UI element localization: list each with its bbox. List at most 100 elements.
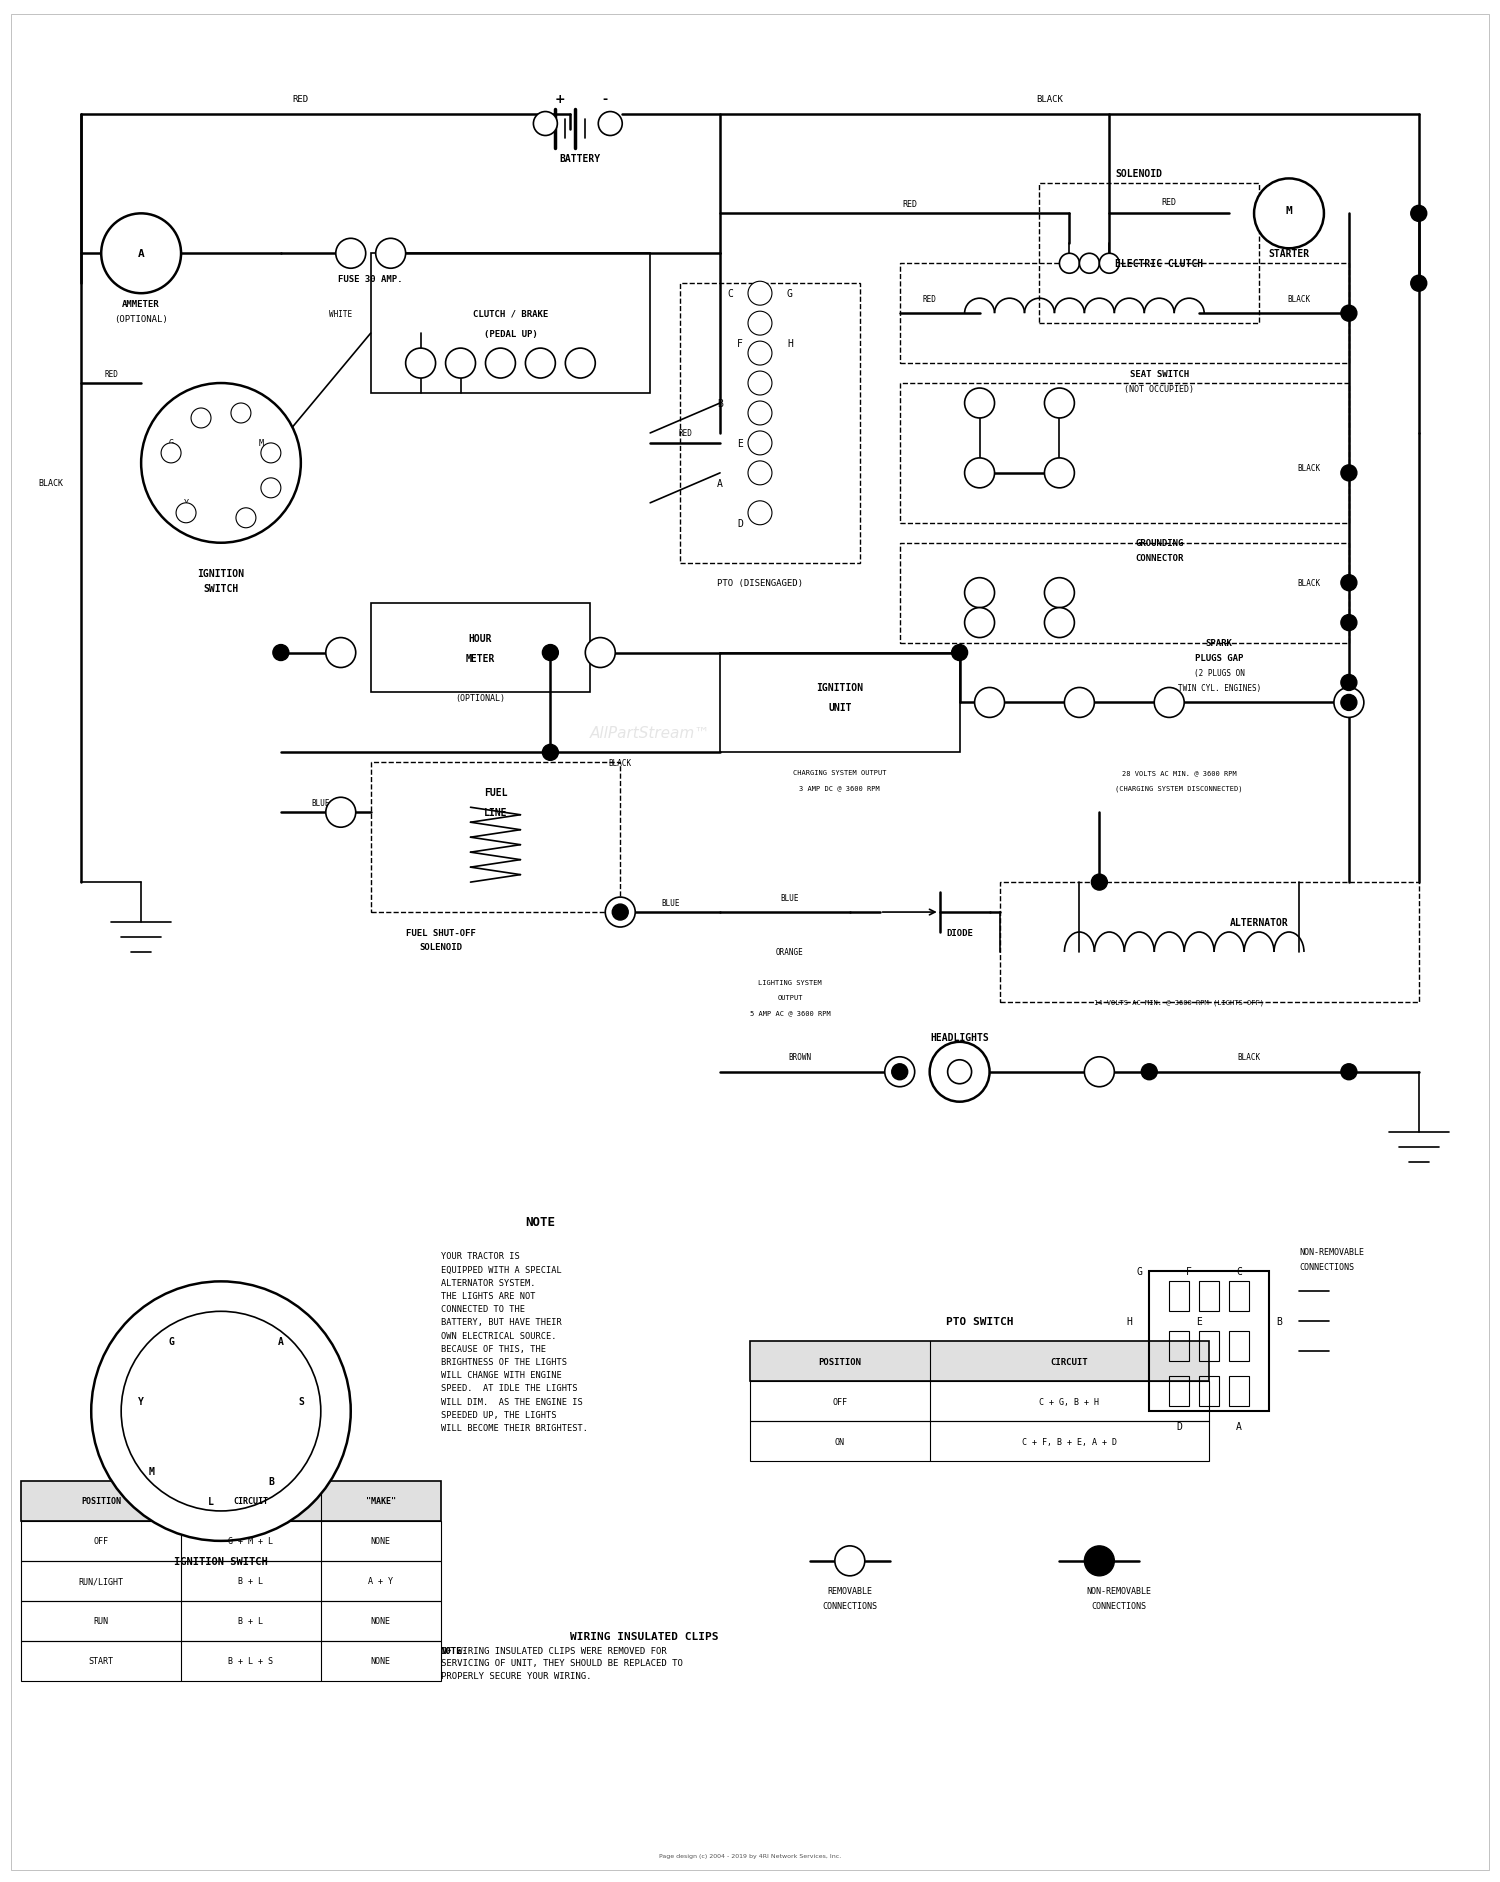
Bar — [1198, 1376, 1219, 1406]
Text: BLACK: BLACK — [1036, 94, 1064, 104]
Text: CIRCUIT: CIRCUIT — [1050, 1357, 1088, 1366]
Text: BATTERY: BATTERY — [560, 154, 602, 164]
Circle shape — [964, 459, 994, 489]
Text: RED: RED — [292, 94, 309, 104]
Bar — [21, 1560, 441, 1602]
Circle shape — [748, 373, 772, 395]
Text: (OPTIONAL): (OPTIONAL) — [114, 314, 168, 324]
Circle shape — [1044, 578, 1074, 608]
Bar — [1149, 1272, 1269, 1412]
Text: CONNECTIONS: CONNECTIONS — [822, 1602, 878, 1611]
Text: BLACK: BLACK — [1238, 1052, 1260, 1061]
Bar — [750, 1381, 1209, 1421]
Text: CONNECTIONS: CONNECTIONS — [1092, 1602, 1148, 1611]
Bar — [999, 883, 1419, 1003]
Text: BLUE: BLUE — [312, 798, 330, 807]
Bar — [1228, 1332, 1250, 1361]
Circle shape — [375, 239, 405, 269]
Text: F: F — [1186, 1267, 1192, 1276]
Bar — [900, 384, 1348, 523]
Bar — [242, 1361, 272, 1381]
Circle shape — [231, 405, 251, 423]
Circle shape — [273, 646, 290, 661]
Text: RUN/LIGHT: RUN/LIGHT — [78, 1577, 123, 1585]
Text: G: G — [168, 1336, 174, 1346]
Circle shape — [748, 461, 772, 486]
Text: ON: ON — [836, 1436, 844, 1445]
Circle shape — [964, 608, 994, 638]
Text: BLUE: BLUE — [662, 898, 680, 907]
Text: C + F, B + E, A + D: C + F, B + E, A + D — [1022, 1436, 1118, 1445]
Text: CONNECTIONS: CONNECTIONS — [1299, 1263, 1354, 1270]
Circle shape — [446, 348, 476, 378]
Text: OFF: OFF — [833, 1396, 848, 1406]
Circle shape — [534, 113, 558, 136]
Text: +: + — [555, 92, 566, 105]
Circle shape — [1341, 694, 1358, 711]
Text: CHARGING SYSTEM OUTPUT: CHARGING SYSTEM OUTPUT — [794, 770, 886, 775]
Circle shape — [100, 215, 182, 294]
Text: NONE: NONE — [370, 1536, 390, 1545]
Circle shape — [1044, 390, 1074, 420]
Circle shape — [964, 390, 994, 420]
Text: A: A — [238, 508, 243, 518]
Circle shape — [612, 905, 628, 920]
Bar — [1228, 1282, 1250, 1312]
Text: BROWN: BROWN — [789, 1052, 812, 1061]
Text: SWITCH: SWITCH — [204, 583, 238, 593]
Text: REMOVABLE: REMOVABLE — [828, 1587, 873, 1596]
Bar — [680, 284, 859, 563]
Text: F: F — [736, 339, 742, 348]
Text: PTO (DISENGAGED): PTO (DISENGAGED) — [717, 580, 803, 587]
Text: A: A — [717, 478, 723, 489]
Text: OUTPUT: OUTPUT — [777, 994, 802, 1001]
Text: FUEL: FUEL — [483, 789, 507, 798]
Text: C: C — [728, 290, 734, 299]
Text: WIRING INSULATED CLIPS: WIRING INSULATED CLIPS — [570, 1632, 718, 1641]
Text: ALTERNATOR: ALTERNATOR — [1230, 918, 1288, 928]
Bar — [1040, 184, 1258, 324]
Circle shape — [1341, 465, 1358, 482]
Circle shape — [326, 638, 356, 668]
Text: L: L — [264, 480, 268, 487]
Circle shape — [1044, 459, 1074, 489]
Text: (NOT OCCUPIED): (NOT OCCUPIED) — [1124, 384, 1194, 393]
Text: G: G — [1137, 1267, 1142, 1276]
Text: B: B — [194, 420, 198, 429]
Circle shape — [748, 431, 772, 455]
Text: H: H — [788, 339, 794, 348]
Text: Y: Y — [183, 499, 189, 508]
Bar — [21, 1602, 441, 1641]
Text: LINE: LINE — [483, 807, 507, 819]
Text: HEADLIGHTS: HEADLIGHTS — [930, 1031, 988, 1043]
Text: HOUR: HOUR — [468, 632, 492, 644]
Text: SPARK: SPARK — [1206, 638, 1233, 647]
Text: SEAT SWITCH: SEAT SWITCH — [1130, 369, 1190, 378]
Circle shape — [336, 239, 366, 269]
Circle shape — [975, 689, 1005, 719]
Text: A: A — [1236, 1421, 1242, 1432]
Circle shape — [1254, 179, 1324, 248]
Text: G: G — [788, 290, 794, 299]
Text: OFF: OFF — [93, 1536, 108, 1545]
Bar — [1168, 1332, 1190, 1361]
Text: NOTE: NOTE — [525, 1216, 555, 1229]
Text: PTO SWITCH: PTO SWITCH — [946, 1317, 1014, 1327]
Circle shape — [1341, 576, 1358, 591]
Circle shape — [1334, 689, 1364, 719]
Circle shape — [930, 1043, 990, 1103]
Bar — [720, 653, 960, 753]
Text: BLACK: BLACK — [1287, 295, 1311, 303]
Text: (OPTIONAL): (OPTIONAL) — [456, 694, 506, 702]
Text: Y: Y — [138, 1396, 144, 1406]
Bar — [21, 1521, 441, 1560]
Bar — [1168, 1282, 1190, 1312]
Text: RUN: RUN — [93, 1617, 108, 1626]
Text: CIRCUIT: CIRCUIT — [234, 1496, 268, 1506]
Text: NON-REMOVABLE: NON-REMOVABLE — [1088, 1587, 1152, 1596]
Circle shape — [543, 745, 558, 760]
Text: C + G, B + H: C + G, B + H — [1040, 1396, 1100, 1406]
Circle shape — [122, 1312, 321, 1511]
Text: -: - — [603, 92, 608, 105]
Circle shape — [1044, 608, 1074, 638]
